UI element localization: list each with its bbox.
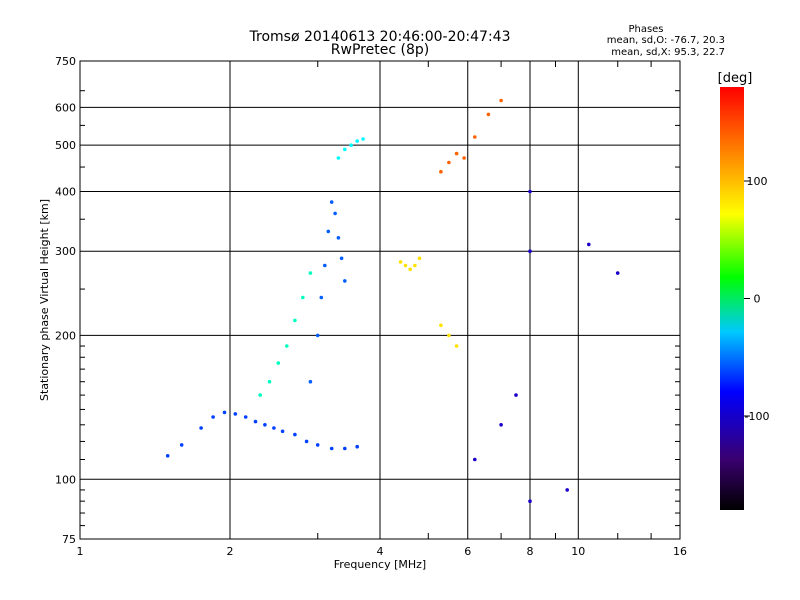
data-point <box>473 457 477 462</box>
data-point <box>253 419 258 424</box>
data-point <box>315 443 320 447</box>
data-point <box>439 323 443 328</box>
data-point <box>336 156 341 160</box>
data-point <box>315 333 320 338</box>
data-point <box>336 236 341 240</box>
data-point <box>333 211 337 216</box>
data-point <box>199 426 203 430</box>
colorbar-ticks: 100 0 -100 <box>744 175 769 423</box>
data-point <box>293 318 297 323</box>
y-tick-label: 500 <box>55 139 76 152</box>
colorbar <box>720 87 744 510</box>
data-point <box>258 393 263 397</box>
data-point <box>326 229 331 234</box>
data-point <box>565 488 569 492</box>
data-point <box>486 112 491 117</box>
y-tick-label: 600 <box>55 101 76 114</box>
legend-title: Phases <box>628 24 663 35</box>
data-point <box>447 160 451 165</box>
y-tick-label: 100 <box>55 473 76 486</box>
data-point <box>211 415 215 419</box>
data-point <box>329 200 334 204</box>
data-point <box>280 429 285 434</box>
y-tick-label: 400 <box>55 185 76 198</box>
data-point <box>263 423 267 427</box>
data-point <box>528 189 532 194</box>
data-point <box>349 143 353 147</box>
x-tick-label: 16 <box>673 545 687 558</box>
data-point <box>343 446 347 451</box>
data-point <box>233 412 238 416</box>
data-point <box>243 415 248 419</box>
y-tick-label: 300 <box>55 245 76 258</box>
x-tick-label: 10 <box>571 545 585 558</box>
x-tick-label: 4 <box>377 545 384 558</box>
data-point <box>319 295 324 300</box>
data-points <box>165 98 620 504</box>
colorbar-tick-label: 100 <box>747 175 768 188</box>
data-point <box>439 169 443 174</box>
data-point <box>267 379 272 384</box>
y-tick-label: 75 <box>62 533 76 546</box>
data-point <box>301 295 305 300</box>
data-point <box>323 263 327 268</box>
data-point <box>403 263 408 268</box>
data-point <box>355 444 360 449</box>
data-point <box>528 499 532 504</box>
data-point <box>413 263 417 268</box>
data-point <box>308 271 313 275</box>
x-axis-label: Frequency [MHz] <box>334 558 426 571</box>
colorbar-label: [deg] <box>718 71 753 86</box>
data-point <box>454 344 459 348</box>
data-point <box>514 393 518 397</box>
chart-title: Tromsø 20140613 20:46:00-20:47:43 <box>249 29 511 45</box>
data-point <box>293 432 297 437</box>
data-point <box>272 426 276 430</box>
data-point <box>408 267 413 272</box>
x-tick-label: 6 <box>464 545 471 558</box>
y-axis-label: Stationary phase Virtual Height [km] <box>38 199 51 401</box>
y-tick-label: 750 <box>55 55 76 68</box>
x-tick-label: 2 <box>227 545 234 558</box>
y-tick-label: 200 <box>55 329 76 342</box>
data-point <box>462 156 466 160</box>
data-point <box>222 410 227 415</box>
colorbar-tick-label: 0 <box>754 293 761 306</box>
data-point <box>454 151 459 156</box>
grid <box>80 61 680 539</box>
data-point <box>528 249 532 253</box>
data-point <box>587 242 591 247</box>
x-tick-label: 8 <box>527 545 534 558</box>
data-point <box>473 135 477 139</box>
data-point <box>499 98 503 103</box>
x-tick-label: 1 <box>77 545 84 558</box>
data-point <box>343 147 347 152</box>
data-point <box>447 333 451 338</box>
chart-subtitle: RwPretec (8p) <box>331 42 429 58</box>
data-point <box>361 137 365 141</box>
data-point <box>165 454 170 458</box>
data-point <box>615 271 620 275</box>
axis-ticks: 1 2 4 6 8 10 16 75 100 200 300 400 500 600 750 <box>55 55 687 558</box>
data-point <box>417 256 422 261</box>
data-point <box>179 443 184 447</box>
data-point <box>304 439 309 444</box>
data-point <box>308 379 313 384</box>
data-point <box>499 423 503 427</box>
colorbar-tick-label: -100 <box>745 410 770 423</box>
data-point <box>285 344 289 348</box>
data-point <box>276 361 281 365</box>
legend-line-x: mean, sd,X: 95.3, 22.7 <box>611 47 725 58</box>
legend-line-o: mean, sd,O: -76.7, 20.3 <box>607 35 725 46</box>
data-point <box>398 260 403 264</box>
data-point <box>343 279 347 283</box>
data-point <box>355 139 360 143</box>
data-point <box>339 256 344 261</box>
data-point <box>329 446 334 451</box>
